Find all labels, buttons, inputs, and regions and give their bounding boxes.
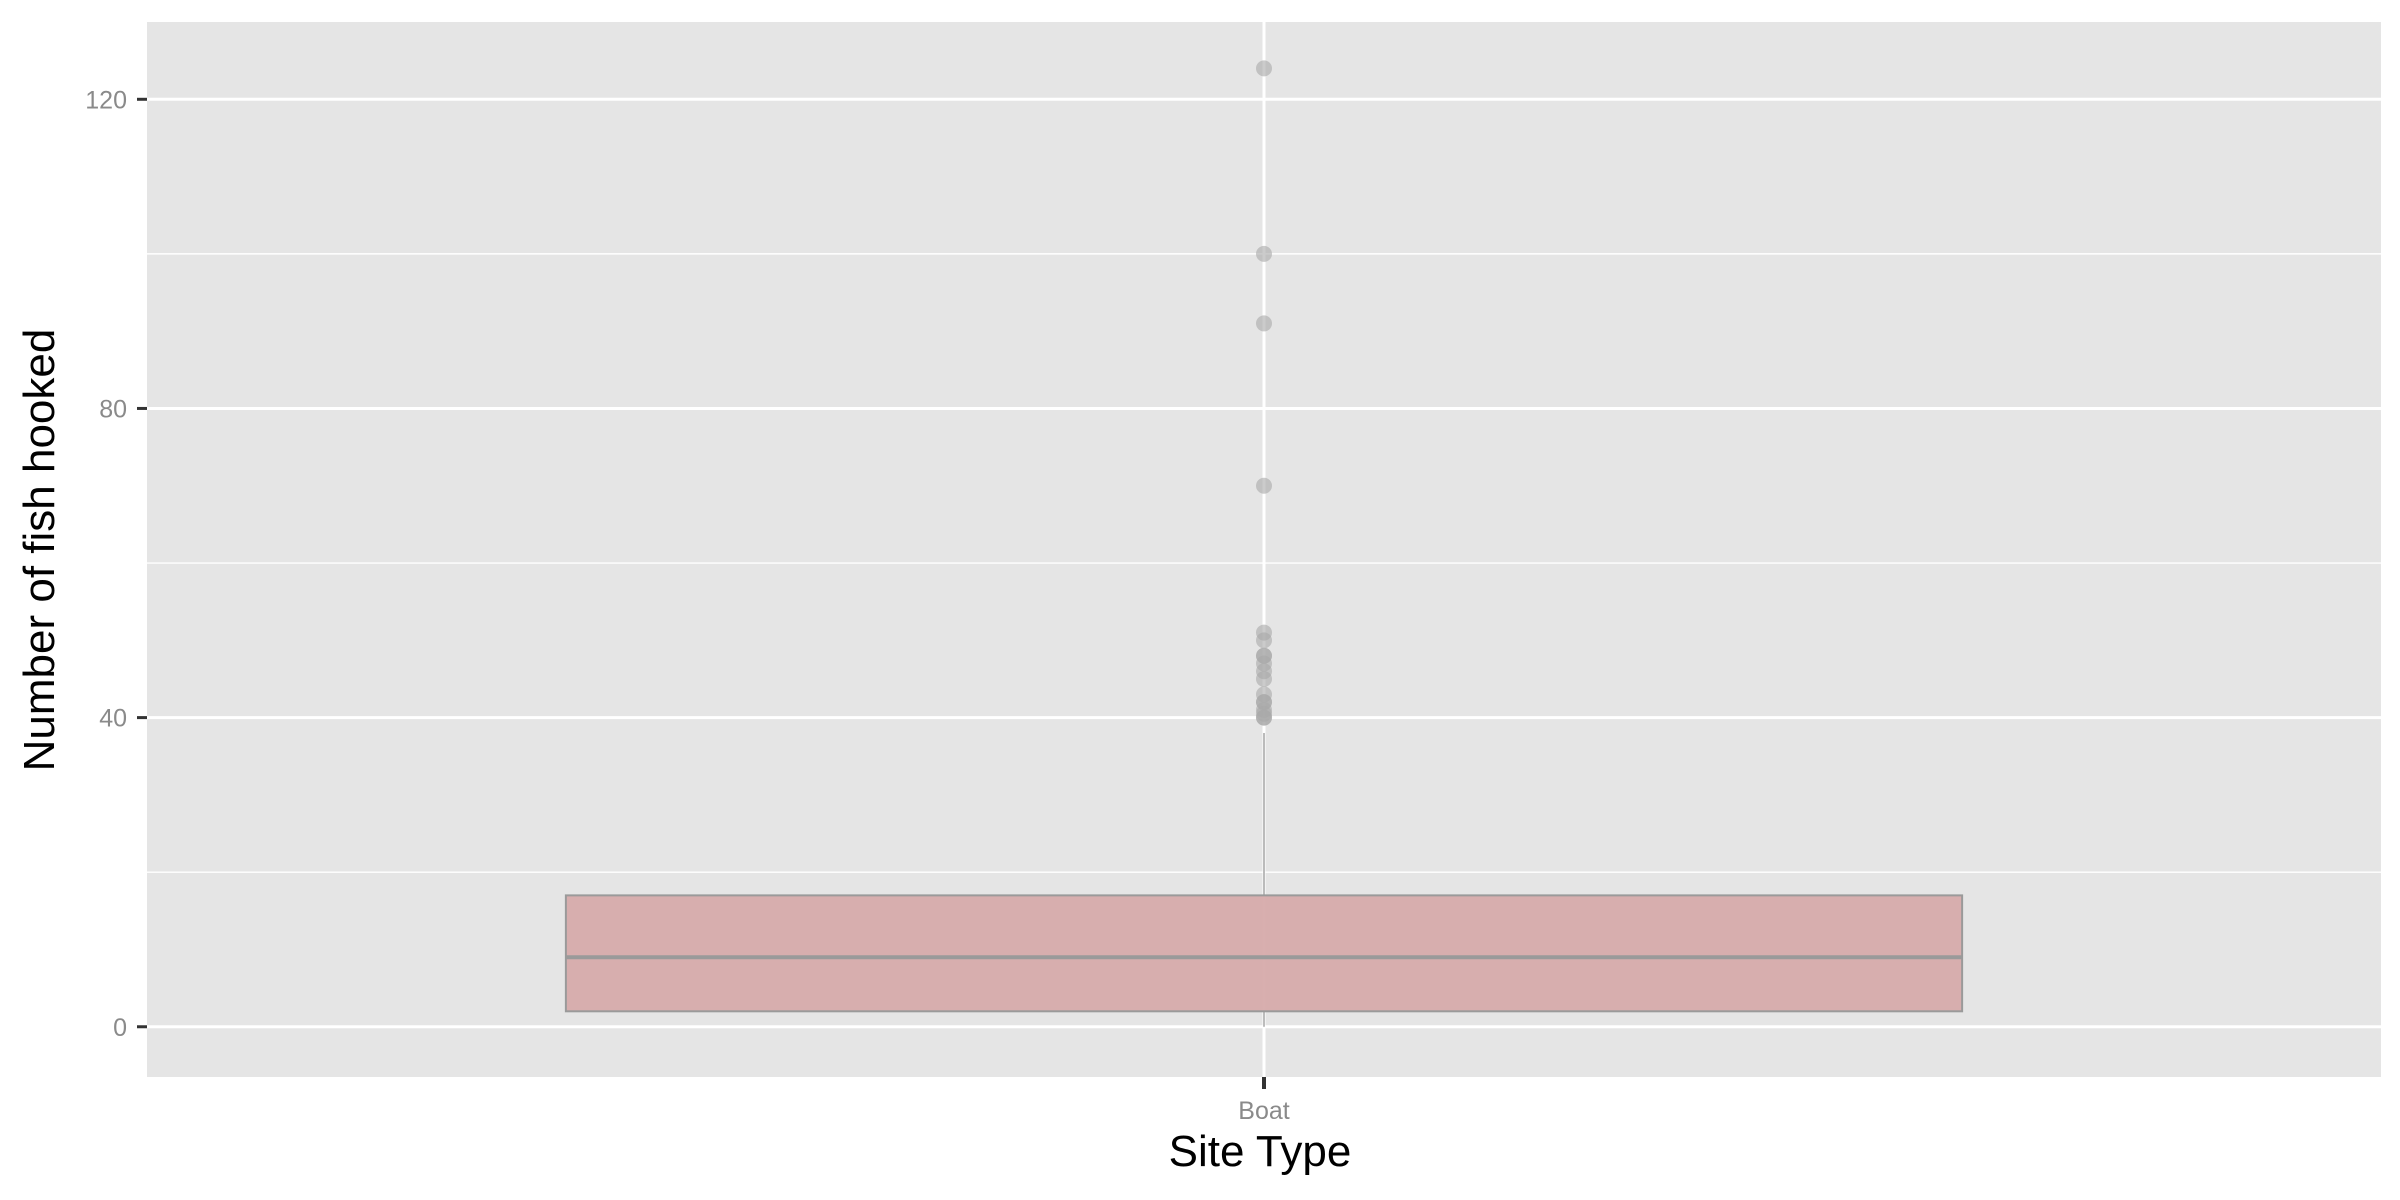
outlier-point [1256,647,1272,664]
y-tick-label: 40 [99,705,127,733]
outlier-point [1256,624,1272,641]
box-iqr [564,894,1964,1013]
y-tick-label: 80 [99,395,127,423]
outlier-point [1256,315,1272,332]
outlier-point [1256,60,1272,77]
y-tick-label: 0 [113,1014,127,1042]
outlier-points [1256,60,1272,726]
y-axis-title: Number of fish hooked [15,329,64,772]
outlier-point [1256,477,1272,494]
axes: 0 40 80 120 Boat [85,86,1289,1125]
x-tick-label: Boat [1238,1097,1289,1125]
x-axis-title: Site Type [1169,1127,1352,1176]
outlier-point [1256,245,1272,262]
y-tick-label: 120 [85,86,127,114]
box-layer [564,733,1964,1027]
outlier-point [1256,686,1272,703]
